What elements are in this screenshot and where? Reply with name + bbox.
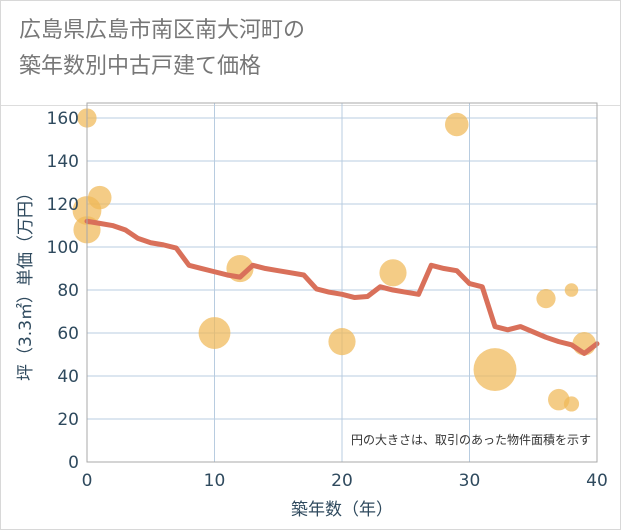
bubble-point (536, 289, 556, 309)
y-tick-label: 0 (68, 453, 79, 473)
title-divider (1, 105, 620, 106)
y-tick-label: 160 (47, 109, 79, 129)
x-axis-label: 築年数（年） (291, 500, 393, 520)
x-tick-label: 20 (331, 471, 353, 491)
y-tick-labels: 0 20 40 60 80 100 120 140 160 (47, 109, 79, 473)
y-tick-label: 100 (47, 238, 79, 258)
y-tick-label: 140 (47, 152, 79, 172)
bubble-series (72, 108, 597, 412)
y-tick-label: 20 (57, 410, 79, 430)
x-tick-label: 10 (204, 471, 226, 491)
bubble-point (564, 283, 579, 297)
bubble-point (328, 328, 356, 356)
bubble-point (444, 112, 469, 137)
y-axis-label: 坪（3.3㎡）単価（万円） (16, 184, 36, 381)
x-tick-labels: 0 10 20 30 40 (82, 471, 608, 491)
grid-lines (87, 103, 597, 462)
bubble-point (563, 396, 580, 412)
plot-frame (86, 102, 598, 463)
x-tick-label: 30 (459, 471, 481, 491)
y-tick-label: 40 (57, 367, 79, 387)
chart-title: 広島県広島市南区南大河町の 築年数別中古戸建て価格 (19, 13, 305, 85)
chart-title-line2: 築年数別中古戸建て価格 (19, 54, 262, 79)
y-tick-label: 60 (57, 324, 79, 344)
y-tick-label: 80 (57, 281, 79, 301)
bubble-point (87, 185, 112, 210)
bubble-point (379, 259, 407, 287)
x-tick-label: 40 (586, 471, 608, 491)
x-tick-label: 0 (82, 471, 93, 491)
average-price-line (84, 218, 600, 356)
y-tick-label: 120 (47, 195, 79, 215)
bubble-point (198, 317, 231, 349)
chart-title-line1: 広島県広島市南区南大河町の (19, 18, 306, 43)
bubble-size-note: 円の大きさは、取引のあった物件面積を示す (351, 432, 591, 447)
bubble-point (473, 348, 517, 392)
average-line-series (84, 218, 600, 356)
